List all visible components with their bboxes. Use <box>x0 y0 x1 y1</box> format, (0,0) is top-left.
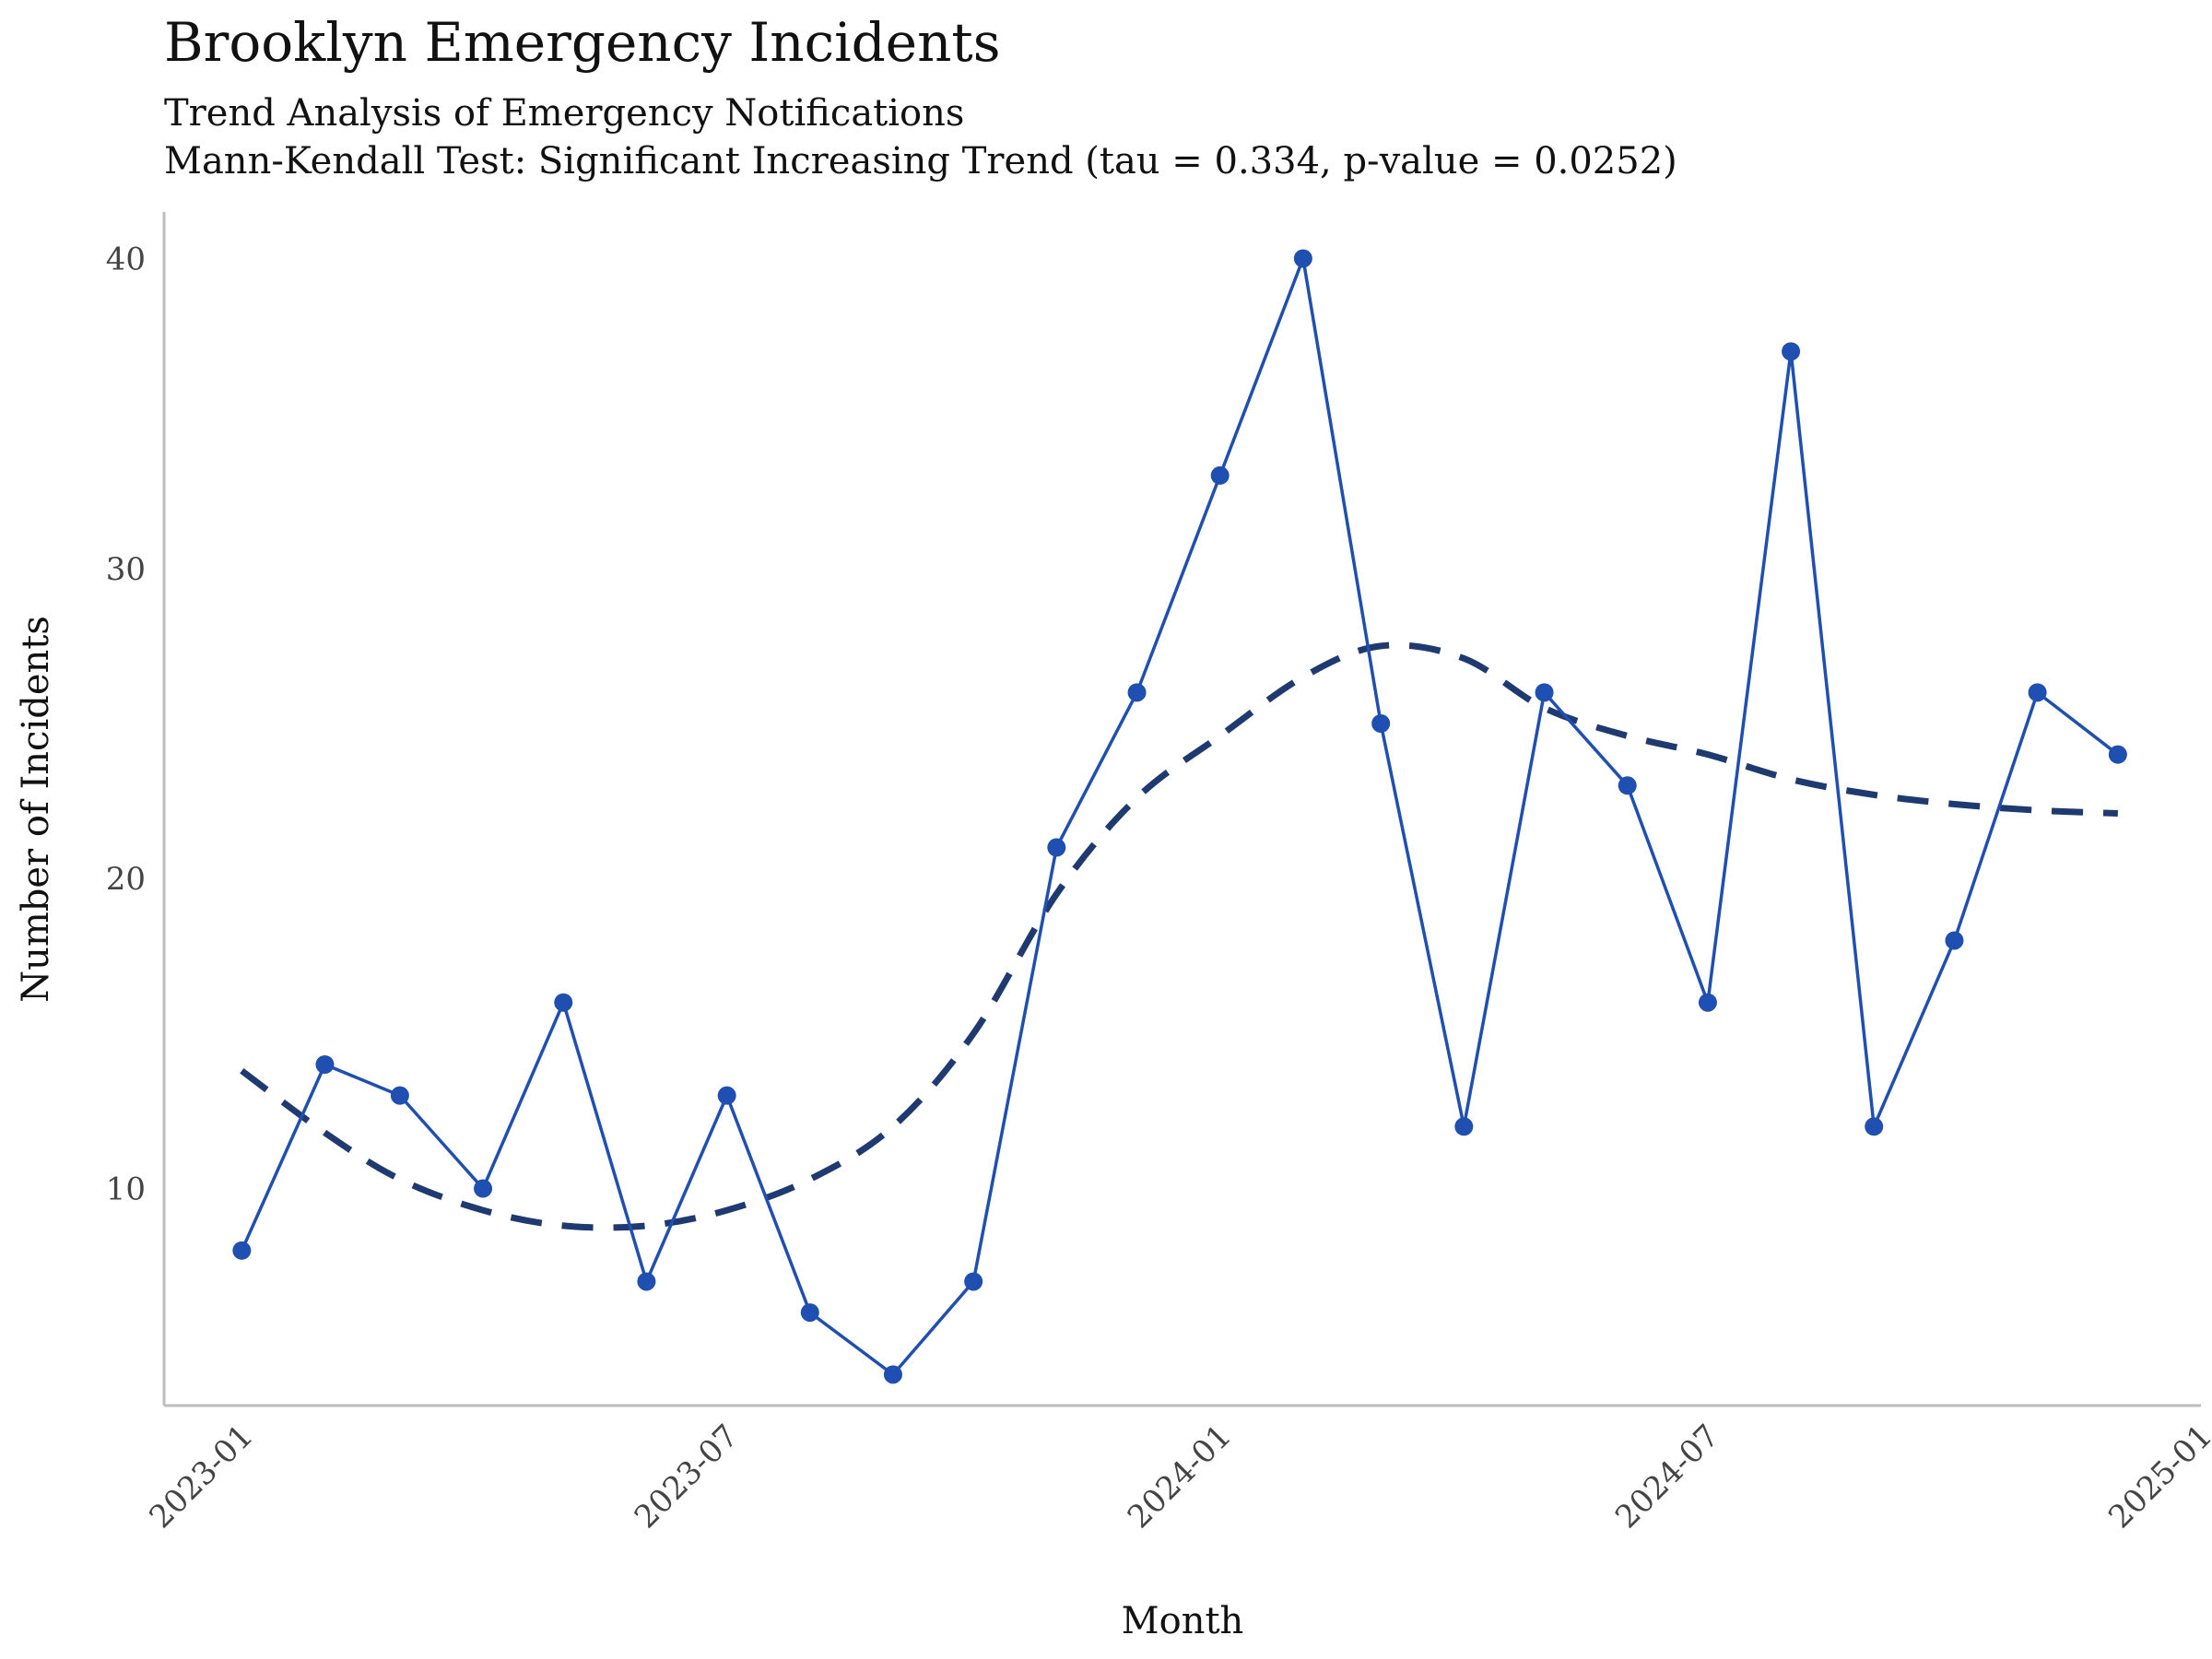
y-tick-label: 10 <box>106 1171 146 1208</box>
data-point <box>1698 993 1717 1012</box>
data-point <box>1293 249 1312 268</box>
data-point <box>637 1272 656 1291</box>
data-point <box>717 1086 736 1105</box>
y-tick-label: 30 <box>106 551 146 588</box>
series-group <box>232 249 2127 1384</box>
x-tick-label: 2023-07 <box>628 1418 746 1535</box>
y-tick-label: 20 <box>106 861 146 898</box>
data-point <box>1945 931 1964 950</box>
data-point <box>390 1086 409 1105</box>
x-tick-label: 2024-07 <box>1608 1418 1726 1535</box>
chart-subtitle-line-2: Mann-Kendall Test: Significant Increasin… <box>164 140 1677 182</box>
data-point <box>1865 1117 1884 1136</box>
x-tick-label: 2025-01 <box>2101 1418 2212 1535</box>
data-point <box>800 1303 819 1323</box>
x-tick-labels: 2023-01 2023-07 2024-01 2024-07 2025-01 <box>143 1418 2212 1535</box>
data-point <box>2108 745 2127 764</box>
series-line <box>240 256 2119 1377</box>
data-point <box>1618 776 1637 795</box>
data-point <box>1535 683 1554 702</box>
data-point <box>474 1179 493 1198</box>
data-point <box>1454 1117 1474 1136</box>
y-axis-title: Number of Incidents <box>15 616 57 1003</box>
chart-subtitle-line-1: Trend Analysis of Emergency Notification… <box>164 92 965 135</box>
data-point <box>1782 342 1801 361</box>
data-point <box>964 1272 983 1291</box>
data-point <box>232 1241 252 1260</box>
data-point <box>315 1055 335 1074</box>
y-tick-labels: 10 20 30 40 <box>106 241 146 1207</box>
data-point <box>554 993 573 1012</box>
trend-line-group <box>240 641 2118 1231</box>
data-point <box>1210 465 1230 485</box>
data-point <box>2028 683 2047 702</box>
axes <box>162 212 2201 1407</box>
data-point <box>1127 683 1147 702</box>
y-tick-label: 40 <box>106 241 146 277</box>
x-tick-label: 2023-01 <box>143 1418 261 1535</box>
x-axis-title: Month <box>1122 1600 1244 1642</box>
trend-line <box>240 641 2118 1231</box>
data-point <box>883 1365 902 1384</box>
data-point <box>1047 838 1066 857</box>
data-point <box>1371 714 1391 733</box>
x-tick-label: 2024-01 <box>1121 1418 1239 1535</box>
chart-title: Brooklyn Emergency Incidents <box>164 11 1001 74</box>
